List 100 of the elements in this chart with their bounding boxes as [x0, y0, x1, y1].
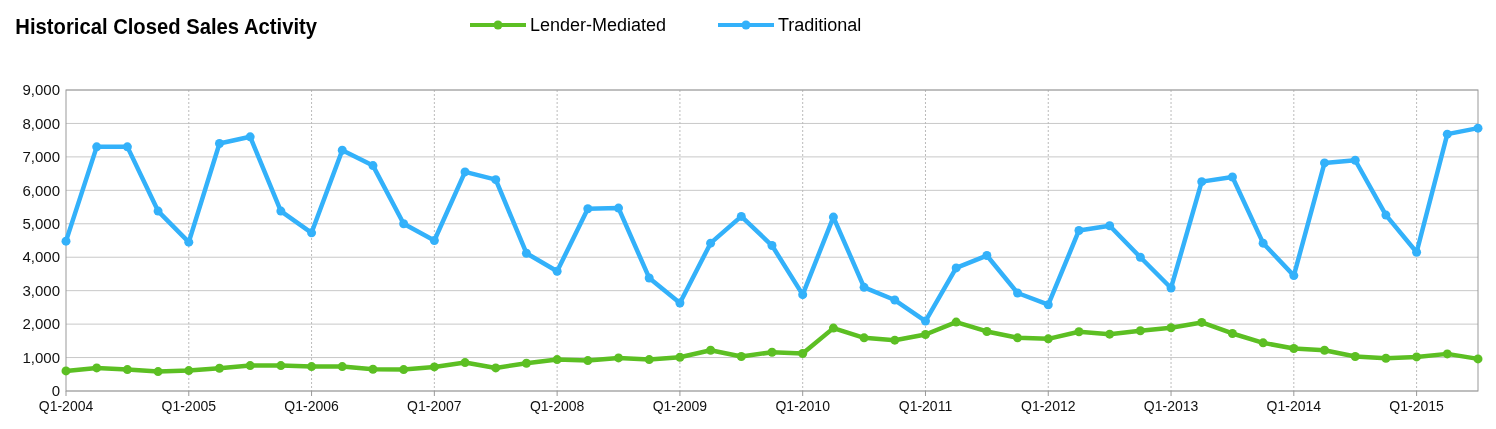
point — [1166, 283, 1176, 293]
y-tick-label: 8,000 — [22, 114, 60, 132]
point — [1227, 172, 1237, 182]
point — [767, 347, 777, 357]
point — [1074, 225, 1084, 235]
point — [429, 236, 439, 245]
x-tick-label: Q1-2012 — [1021, 398, 1076, 414]
point — [828, 323, 838, 333]
point — [368, 161, 378, 171]
point — [798, 290, 808, 300]
point — [1320, 345, 1330, 355]
point — [491, 175, 501, 185]
point — [614, 203, 624, 213]
point — [1350, 155, 1360, 165]
point — [521, 248, 531, 258]
point — [644, 355, 654, 365]
point — [1289, 344, 1299, 354]
point — [245, 132, 255, 142]
point — [1442, 129, 1452, 139]
x-tick-label: Q1-2006 — [284, 398, 340, 414]
y-tick-label: 5,000 — [22, 215, 60, 233]
point — [675, 352, 685, 362]
legend-label: Lender-Mediated — [530, 15, 667, 35]
point — [614, 353, 624, 363]
point — [736, 352, 746, 362]
point — [798, 349, 808, 359]
x-tick-label: Q1-2008 — [529, 398, 585, 414]
point — [1043, 334, 1053, 344]
point — [399, 365, 409, 375]
point — [706, 345, 716, 355]
point — [920, 329, 930, 339]
point — [61, 366, 71, 376]
point — [184, 237, 194, 247]
x-tick-label: Q1-2014 — [1266, 398, 1322, 414]
point — [859, 333, 869, 343]
point — [399, 219, 409, 229]
point — [521, 358, 531, 368]
point — [1258, 238, 1268, 248]
point — [890, 295, 900, 305]
x-tick-label: Q1-2010 — [775, 398, 831, 414]
point — [491, 363, 501, 373]
point — [1013, 288, 1023, 298]
point — [951, 317, 961, 327]
y-tick-label: 6,000 — [22, 181, 60, 199]
point — [1473, 123, 1483, 133]
point — [368, 364, 378, 374]
point — [1166, 323, 1176, 333]
point — [153, 367, 163, 377]
point — [184, 366, 194, 376]
point — [890, 335, 900, 345]
point — [429, 362, 439, 372]
point — [460, 167, 470, 177]
point — [214, 363, 224, 373]
point — [276, 361, 286, 371]
point — [61, 236, 71, 246]
point — [122, 365, 132, 375]
point — [1320, 158, 1330, 168]
x-tick-label: Q1-2009 — [652, 398, 708, 414]
point — [583, 204, 593, 214]
point — [982, 251, 992, 261]
point — [1473, 354, 1483, 364]
point — [736, 211, 746, 221]
y-tick-label: 2,000 — [22, 315, 60, 333]
point — [1227, 328, 1237, 338]
point — [706, 238, 716, 248]
point — [1350, 352, 1360, 362]
point — [767, 241, 777, 251]
chart-title: Historical Closed Sales Activity — [15, 14, 318, 39]
point — [1381, 210, 1391, 220]
point — [337, 145, 347, 155]
point — [1043, 300, 1053, 310]
point — [1013, 333, 1023, 343]
point — [153, 206, 163, 216]
point — [1074, 327, 1084, 337]
x-tick-label: Q1-2007 — [407, 398, 462, 414]
point — [1289, 271, 1299, 281]
point — [214, 139, 224, 149]
point — [1258, 338, 1268, 348]
point — [982, 326, 992, 336]
x-tick-label: Q1-2011 — [898, 398, 953, 414]
x-tick-label: Q1-2015 — [1389, 398, 1445, 414]
point — [307, 362, 317, 372]
point — [92, 363, 102, 373]
x-tick-label: Q1-2013 — [1143, 398, 1199, 414]
point — [675, 298, 685, 308]
point — [644, 273, 654, 283]
point — [245, 361, 255, 371]
y-tick-label: 9,000 — [22, 81, 60, 99]
point — [1381, 353, 1391, 363]
point — [276, 206, 286, 216]
point — [122, 142, 132, 152]
point — [307, 228, 317, 238]
point — [337, 362, 347, 372]
point — [1197, 177, 1207, 187]
y-tick-label: 3,000 — [22, 281, 60, 299]
point — [92, 142, 102, 152]
point — [552, 355, 562, 365]
y-tick-label: 7,000 — [22, 148, 60, 166]
point — [583, 356, 593, 366]
point — [1197, 317, 1207, 327]
